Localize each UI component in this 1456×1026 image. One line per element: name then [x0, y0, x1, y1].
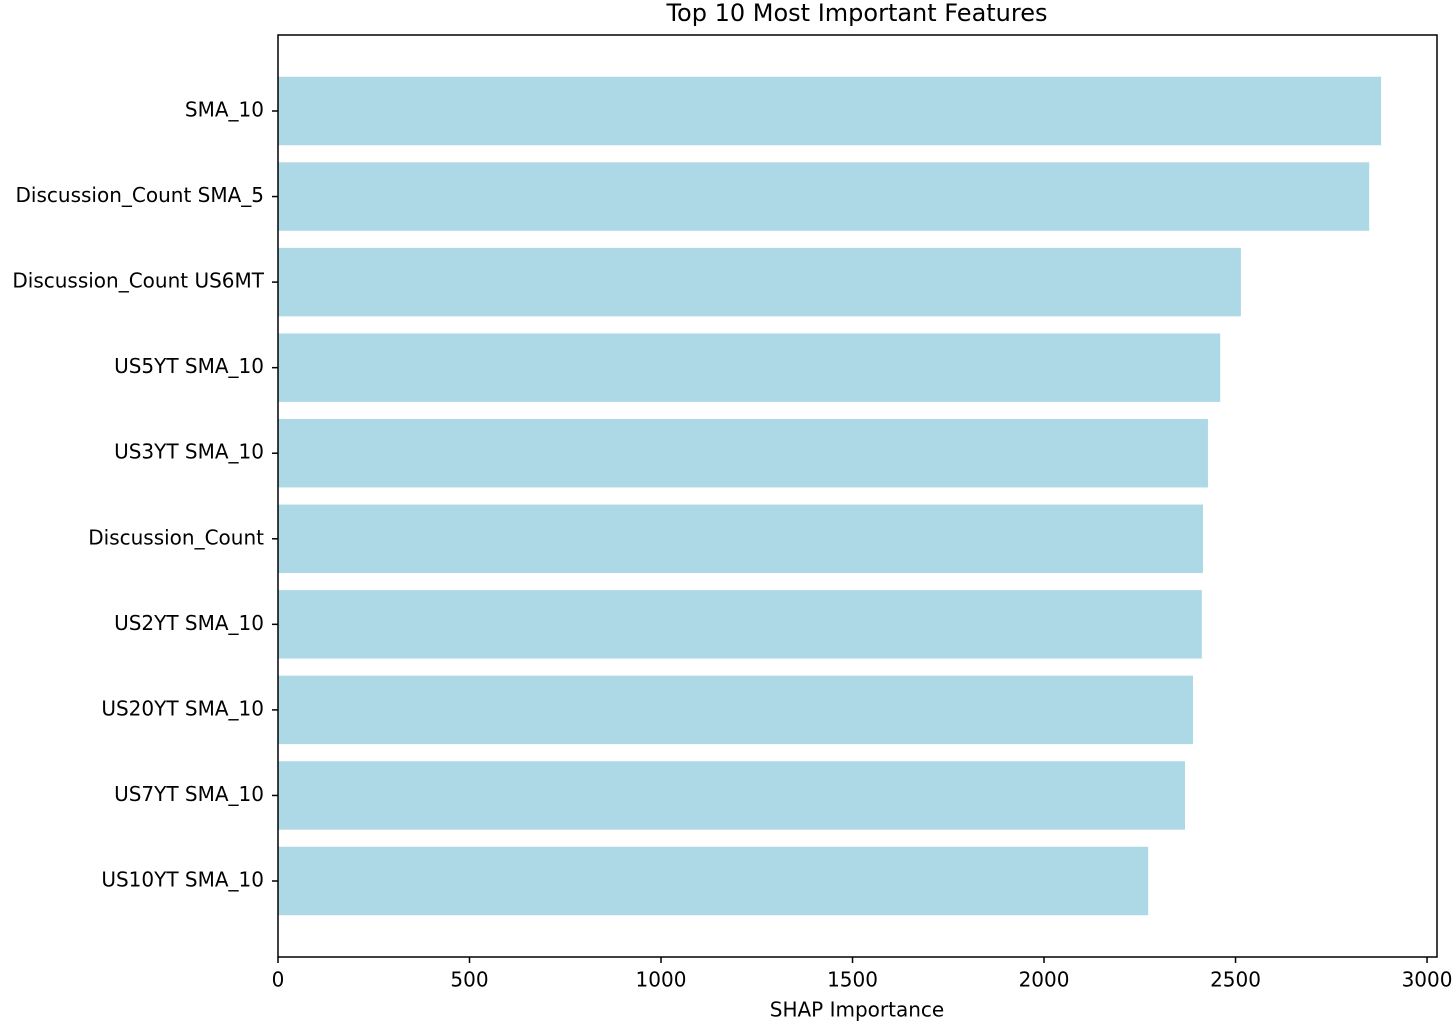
- x-tick-label: 1000: [636, 968, 687, 992]
- bar: [278, 76, 1382, 146]
- y-tick-label: US3YT SMA_10: [114, 440, 264, 464]
- x-tick-label: 3000: [1402, 968, 1453, 992]
- y-tick-label: Discussion_Count US6MT: [12, 269, 264, 293]
- y-tick-label: Discussion_Count: [88, 525, 264, 549]
- plot-frame: [277, 34, 1438, 958]
- y-tick-label: US7YT SMA_10: [114, 782, 264, 806]
- bar: [278, 247, 1241, 317]
- x-tick-label: 2000: [1019, 968, 1070, 992]
- bar: [278, 590, 1202, 659]
- y-tick-label: US10YT SMA_10: [101, 868, 264, 892]
- y-tick-label: US5YT SMA_10: [114, 354, 264, 378]
- y-tick-label: SMA_10: [185, 98, 264, 122]
- x-tick-label: 500: [450, 968, 488, 992]
- bar: [278, 846, 1149, 916]
- y-tick-label: Discussion_Count SMA_5: [16, 183, 264, 207]
- bar: [278, 333, 1221, 402]
- y-tick-label: US2YT SMA_10: [114, 611, 264, 635]
- bar: [278, 675, 1194, 745]
- x-tick-label: 0: [272, 968, 285, 992]
- x-tick-label: 2500: [1210, 968, 1261, 992]
- bar: [278, 162, 1370, 231]
- bar: [278, 761, 1185, 830]
- x-tick-label: 1500: [827, 968, 878, 992]
- bar: [278, 419, 1208, 488]
- chart-title: Top 10 Most Important Features: [665, 0, 1047, 27]
- y-tick-label: US20YT SMA_10: [101, 696, 264, 720]
- x-axis-label: SHAP Importance: [770, 998, 944, 1022]
- bar: [278, 504, 1203, 573]
